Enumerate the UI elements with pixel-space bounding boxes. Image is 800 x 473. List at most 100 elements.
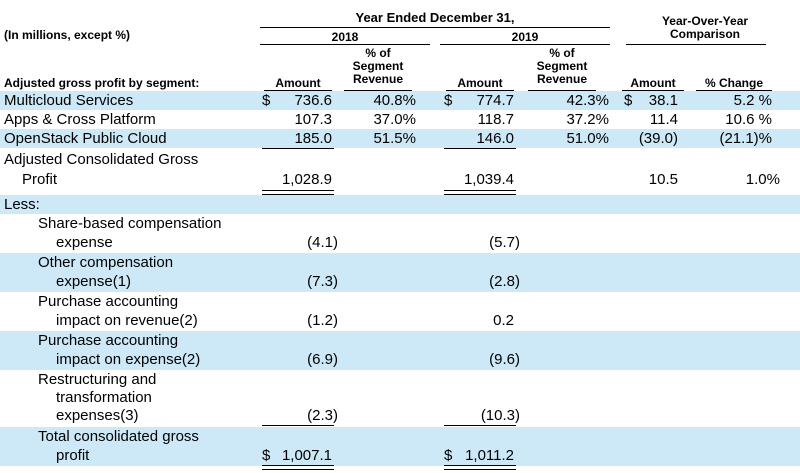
amount-2018: 736.6 (294, 92, 332, 109)
col-pct-2018: % of Segment Revenue (344, 47, 412, 86)
amount-2019: 0.2 (493, 312, 514, 329)
yoy-change: (21.1)% (719, 130, 772, 147)
pct-2019: 42.3% (566, 92, 609, 109)
year-2018-rule (260, 44, 430, 45)
amount-2019: (2.8) (489, 273, 520, 290)
col-pct-line-1: % of (365, 46, 391, 60)
col-yoy-change-rule (696, 90, 772, 91)
consolidated-row: Adjusted Consolidated Gross Profit 1,028… (0, 150, 800, 192)
adjustment-label-line-2: transformation (56, 389, 152, 406)
col-pct-line-2: Segment (352, 59, 404, 73)
adjustment-label-line-2: expense (56, 234, 113, 251)
yoy-title: Year-Over-Year Comparison (620, 15, 790, 41)
pct-2019: 51.0% (566, 130, 609, 147)
period-title: Year Ended December 31, (355, 10, 515, 25)
yoy-change: 1.0% (745, 171, 780, 188)
col-yoy-amount: Amount (630, 76, 676, 90)
year-2018: 2018 (331, 30, 359, 44)
less-row: Less: (0, 195, 800, 214)
amount-2019: (5.7) (489, 234, 520, 251)
adjustment-label-line-1: Purchase accounting (38, 332, 179, 349)
segment-label: Multicloud Services (4, 92, 134, 109)
yoy-amount: 38.1 (648, 92, 678, 109)
amount-2019: 1,011.2 (465, 447, 514, 464)
double-rule (262, 465, 334, 470)
yoy-amount: 10.5 (648, 171, 678, 188)
pct-2018: 37.0% (373, 111, 416, 128)
col-amount-2019: Amount (457, 76, 503, 90)
col-pct-2019-rule (528, 90, 596, 91)
adjustment-label-line-1: Other compensation (38, 254, 174, 271)
col-pct-line-2: Segment (536, 59, 588, 73)
table-row: Other compensation expense(1) (7.3) (2.8… (0, 253, 800, 292)
double-rule (444, 465, 516, 470)
less-label: Less: (4, 196, 40, 213)
table-row: OpenStack Public Cloud 185.0 51.5% 146.0… (0, 129, 800, 148)
subtotal-rule (444, 148, 516, 149)
segment-label: Apps & Cross Platform (4, 111, 156, 128)
year-2019: 2019 (511, 30, 539, 44)
table-row: Purchase accounting impact on expense(2)… (0, 331, 800, 370)
amount-2018: 1,028.9 (281, 171, 332, 188)
currency-symbol: $ (624, 92, 633, 109)
col-yoy-amount-rule (622, 90, 684, 91)
currency-symbol: $ (262, 92, 271, 109)
pct-2018: 51.5% (373, 130, 416, 147)
adjustment-label-line-3: expenses(3) (56, 407, 139, 424)
amount-2018: (7.3) (307, 273, 338, 290)
amount-2019: 774.7 (476, 92, 514, 109)
subtotal-rule (444, 425, 516, 426)
amount-2019: (10.3) (480, 407, 520, 424)
adjustment-label-line-1: Restructuring and (38, 371, 157, 388)
double-rule (262, 190, 334, 195)
amount-2018: 107.3 (294, 111, 332, 128)
col-amount-2018-rule (264, 90, 332, 91)
table-row: Restructuring and transformation expense… (0, 370, 800, 426)
currency-symbol: $ (444, 447, 453, 464)
yoy-title-line-1: Year-Over-Year (661, 14, 749, 28)
col-pct-line-3: Revenue (352, 72, 404, 86)
amount-2018: 1,007.1 (281, 447, 332, 464)
yoy-amount: (39.0) (638, 130, 678, 147)
year-2019-rule (440, 44, 610, 45)
currency-symbol: $ (444, 92, 453, 109)
period-rule (260, 27, 610, 28)
adjustment-label-line-1: Share-based compensation (38, 215, 222, 232)
segment-caption: Adjusted gross profit by segment: (4, 76, 200, 90)
total-label-line-2: profit (56, 447, 90, 464)
amount-2019: (9.6) (489, 351, 520, 368)
segment-label: OpenStack Public Cloud (4, 130, 167, 147)
col-pct-2019: % of Segment Revenue (528, 47, 596, 86)
col-pct-2018-rule (344, 90, 412, 91)
table-row: Apps & Cross Platform 107.3 37.0% 118.7 … (0, 110, 800, 129)
col-pct-line-3: Revenue (536, 72, 588, 86)
col-pct-line-1: % of (549, 46, 575, 60)
table-row: Purchase accounting impact on revenue(2)… (0, 292, 800, 331)
yoy-amount: 11.4 (649, 111, 678, 128)
total-row: Total consolidated gross profit $ 1,007.… (0, 427, 800, 466)
yoy-change: 5.2 % (733, 92, 772, 109)
amount-2018: 185.0 (294, 130, 332, 147)
adjustment-label-line-2: expense(1) (56, 273, 132, 290)
pct-2018: 40.8% (373, 92, 416, 109)
table-row: Share-based compensation expense (4.1) (… (0, 214, 800, 253)
yoy-change: 10.6 % (725, 111, 772, 128)
col-yoy-change: % Change (704, 76, 763, 90)
yoy-title-line-2: Comparison (669, 27, 740, 41)
yoy-rule (626, 44, 766, 45)
pct-2019: 37.2% (566, 111, 609, 128)
total-label-line-1: Total consolidated gross (38, 428, 199, 445)
amount-2019: 146.0 (476, 130, 514, 147)
subtotal-rule (262, 425, 334, 426)
amount-2018: (2.3) (307, 407, 338, 424)
table-row: Multicloud Services $ 736.6 40.8% $ 774.… (0, 91, 800, 110)
units-note: (In millions, except %) (4, 28, 131, 42)
amount-2018: (4.1) (307, 234, 338, 251)
amount-2018: (6.9) (307, 351, 338, 368)
adjustment-label-line-2: impact on revenue(2) (56, 312, 198, 329)
double-rule (444, 190, 516, 195)
amount-2018: (1.2) (307, 312, 338, 329)
adjustment-label-line-1: Purchase accounting (38, 293, 179, 310)
subtotal-rule (262, 148, 334, 149)
consolidated-label-line-1: Adjusted Consolidated Gross (4, 151, 199, 168)
